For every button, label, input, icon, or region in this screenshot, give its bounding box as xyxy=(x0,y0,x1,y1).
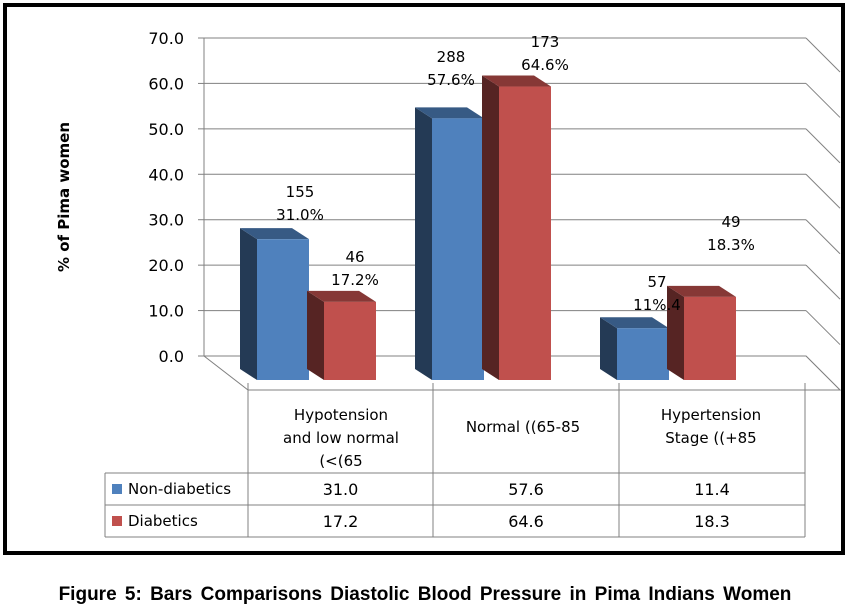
bar-non-diabetics-3 xyxy=(600,317,669,380)
table-cell: 18.3 xyxy=(694,512,730,531)
gridline-depth xyxy=(805,128,841,164)
bar-diabetics-2 xyxy=(482,75,551,380)
gridline-depth xyxy=(805,37,841,73)
bar-non-diabetics-2 xyxy=(415,107,484,381)
bar-front xyxy=(499,86,551,380)
data-label: 17.2% xyxy=(331,271,379,289)
category-label: and low normal xyxy=(283,429,399,447)
bar-side xyxy=(667,285,684,380)
y-tick-label: 40.0 xyxy=(148,165,184,184)
table-cell: 57.6 xyxy=(508,480,544,499)
bar-side xyxy=(240,228,257,380)
series-name: Non-diabetics xyxy=(128,480,231,498)
category-label: Hypertension xyxy=(661,406,761,424)
bar-non-diabetics-1 xyxy=(240,228,309,380)
data-label: 18.3% xyxy=(707,236,755,254)
data-table: Hypotension and low normal (<(65 Normal ((6… xyxy=(104,383,806,538)
y-tick-label: 20.0 xyxy=(148,256,184,275)
data-label: 64.6% xyxy=(521,56,569,74)
bar-top xyxy=(482,75,551,87)
data-label: 46 xyxy=(345,248,364,266)
gridline-depth xyxy=(805,219,841,255)
data-labels: 155 31.0% 46 17.2% 288 57.6% 173 64.6% 57 11%.4 49… xyxy=(276,33,755,314)
category-label: Hypotension xyxy=(294,406,388,424)
category-label: (<(65 xyxy=(319,452,362,470)
data-label: 31.0% xyxy=(276,206,324,224)
legend-key xyxy=(112,484,122,494)
gridline-depth xyxy=(805,83,841,118)
data-label: 11%.4 xyxy=(633,296,681,314)
y-tick-label: 10.0 xyxy=(148,302,184,321)
bar-side xyxy=(600,317,617,380)
bar-front xyxy=(617,328,669,380)
y-tick-label: 30.0 xyxy=(148,211,184,230)
y-tick-label: 70.0 xyxy=(148,29,184,48)
y-axis: 0.0 10.0 20.0 30.0 40.0 50.0 60.0 70.0 xyxy=(148,29,205,366)
y-tick-label: 60.0 xyxy=(148,74,184,93)
table-cell: 17.2 xyxy=(323,512,359,531)
data-label: 155 xyxy=(286,183,315,201)
bars xyxy=(240,75,736,381)
y-tick-label: 0.0 xyxy=(159,347,184,366)
bar-side xyxy=(415,107,432,381)
figure-caption: Figure 5: Bars Comparisons Diastolic Blo… xyxy=(58,584,792,605)
data-label: 49 xyxy=(721,213,740,231)
category-label: Normal ((65-85 xyxy=(466,418,580,436)
table-cell: 64.6 xyxy=(508,512,544,531)
bar-top xyxy=(240,228,309,240)
bar-diabetics-1 xyxy=(307,290,376,380)
table-cell: 11.4 xyxy=(694,480,730,499)
bar-front xyxy=(684,296,736,380)
gridline-depth xyxy=(805,264,841,300)
data-label: 173 xyxy=(531,33,560,51)
gridline-depth xyxy=(805,173,841,209)
bar-top xyxy=(415,107,484,119)
bar-top xyxy=(667,285,736,297)
bar-top xyxy=(600,317,669,329)
bar-front xyxy=(257,239,309,380)
bar-side xyxy=(307,290,324,380)
bar-front xyxy=(432,118,484,381)
legend-key xyxy=(112,516,122,526)
data-label: 57 xyxy=(647,273,666,291)
y-tick-label: 50.0 xyxy=(148,120,184,139)
category-label: Stage ((+85 xyxy=(665,429,756,447)
data-label: 57.6% xyxy=(427,71,475,89)
bar-side xyxy=(482,75,499,380)
y-axis-label: % of Pima women xyxy=(55,122,73,272)
series-name: Diabetics xyxy=(128,512,198,530)
data-label: 288 xyxy=(437,48,466,66)
table-cell: 31.0 xyxy=(323,480,359,499)
bar-front xyxy=(324,301,376,380)
bar-chart: 0.0 10.0 20.0 30.0 40.0 50.0 60.0 70.0 155 31.0%… xyxy=(55,29,842,538)
bar-top xyxy=(307,290,376,302)
gridline-depth xyxy=(805,310,841,345)
bar-diabetics-3 xyxy=(667,285,736,380)
